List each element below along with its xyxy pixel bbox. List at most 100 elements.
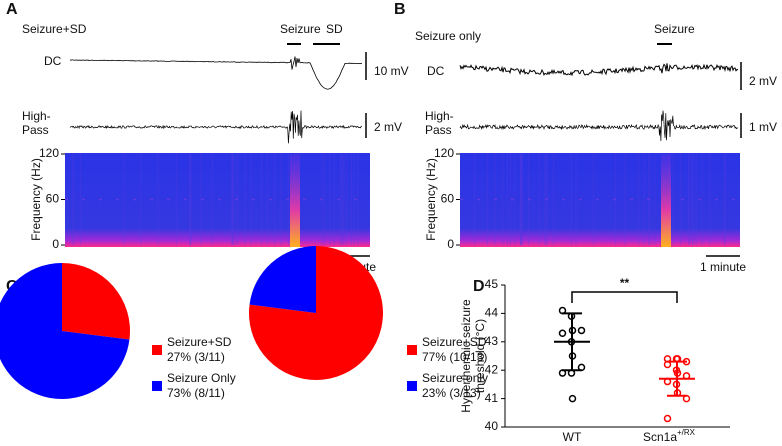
spectrogram-streak — [571, 154, 572, 245]
legend-label: Seizure only — [422, 371, 488, 385]
spectrogram-streak — [520, 154, 522, 245]
spectrogram-streak — [231, 154, 233, 245]
spectrogram-streak — [474, 154, 475, 245]
legend-label: Seizure+SD — [422, 335, 487, 349]
legend-label: Seizure+SD — [167, 335, 232, 349]
spectrogram-streak — [487, 154, 488, 245]
spectrogram-streak — [514, 154, 516, 245]
spectrogram-streak — [538, 154, 540, 245]
spectrogram-streak — [232, 154, 234, 245]
spectrogram-streak — [140, 154, 142, 245]
spectrogram-streak — [329, 154, 331, 245]
y-tick-label: 60 — [441, 192, 455, 206]
hp-trace — [69, 110, 362, 144]
spectrogram-streak — [123, 154, 125, 245]
value-label: 27% (3/11) — [167, 350, 225, 364]
spectrogram-streak — [266, 154, 268, 245]
legend-swatch — [407, 381, 417, 391]
hp-label: High- — [22, 109, 51, 123]
hp-label: Pass — [22, 123, 49, 137]
value-label: 77% (10/13) — [422, 350, 487, 364]
dc-scale: 10 mV — [374, 64, 409, 78]
legend-swatch — [152, 381, 162, 391]
pie-slice — [0, 263, 130, 399]
hp-trace — [459, 110, 738, 142]
y-tick-label: 0 — [52, 237, 59, 251]
significance-bracket — [571, 291, 678, 303]
spectrogram-streak — [724, 154, 725, 245]
spectrogram-streak — [343, 154, 345, 245]
x-tick-sup: +/RX — [677, 428, 696, 437]
hp-scale: 1 mV — [749, 120, 777, 134]
x-tick-label: WT — [563, 430, 582, 444]
value-label: 73% (8/11) — [167, 386, 225, 400]
spectrogram-streak — [692, 154, 694, 245]
data-point — [568, 394, 577, 403]
spectrogram-streak — [231, 154, 233, 245]
spectrogram-streak — [351, 154, 352, 245]
y-tick-label: 45 — [485, 277, 499, 291]
y-tick-label: 120 — [39, 146, 59, 160]
dc-trace — [459, 63, 739, 77]
trace-title: Seizure only — [415, 29, 481, 43]
y-tick-label: 44 — [485, 306, 499, 320]
significance: ** — [620, 276, 630, 290]
y-tick-label: 0 — [447, 237, 454, 251]
spectrogram-event — [290, 154, 300, 247]
spectrogram-streak — [157, 154, 159, 245]
y-tick-label: 60 — [46, 192, 60, 206]
panel-letter: A — [6, 1, 18, 18]
y-tick-label: 120 — [434, 146, 454, 160]
spectrogram-streak — [71, 154, 73, 245]
spectrogram-streak — [701, 154, 703, 245]
hp-label: Pass — [425, 123, 452, 137]
data-point — [577, 326, 586, 335]
dc-trace — [69, 56, 363, 90]
dc-label: DC — [427, 64, 445, 78]
spectrogram-streak — [353, 154, 355, 245]
spectrogram-streak — [520, 154, 522, 245]
spectrogram-streak — [175, 154, 177, 245]
spectrogram-streak — [593, 154, 595, 245]
spectrogram-streak — [274, 154, 276, 245]
spectrogram — [460, 153, 740, 247]
spectrogram-streak — [553, 154, 555, 245]
spectrogram-streak — [232, 154, 234, 245]
panel-letter: B — [394, 1, 406, 18]
y-tick-label: 43 — [485, 334, 499, 348]
spectrogram-streak — [346, 154, 348, 245]
spectrogram-streak — [680, 154, 682, 245]
hp-scale: 2 mV — [374, 120, 402, 134]
spectrogram-streak — [333, 154, 335, 245]
spectrogram-streak — [250, 154, 252, 245]
value-label: 23% (3/13) — [422, 386, 481, 400]
spectrogram-streak — [73, 154, 75, 245]
trace-title: Seizure+SD — [22, 22, 87, 36]
spectrogram-streak — [189, 154, 191, 245]
legend-swatch — [407, 345, 417, 355]
data-point — [558, 329, 567, 338]
time-scale: 1 minute — [700, 260, 746, 274]
spectrogram-streak — [688, 154, 689, 245]
spectrogram-streak — [506, 154, 508, 245]
spectrogram-streak — [695, 154, 697, 245]
spectrogram-streak — [519, 154, 521, 245]
pie-slice — [249, 246, 316, 313]
spectrogram-streak — [280, 154, 282, 245]
spectrogram-streak — [190, 154, 192, 245]
y-tick-label: 41 — [485, 391, 499, 405]
panel-letter: D — [473, 278, 485, 295]
data-point — [663, 414, 672, 423]
y-axis-label: threshold (°C) — [473, 319, 487, 393]
y-tick-label: 40 — [485, 419, 499, 433]
spectrogram-streak — [654, 154, 656, 245]
spectrogram-streak — [190, 154, 191, 245]
spectrogram-streak — [521, 154, 523, 245]
y-axis-label: Hyperthermic seizure — [459, 299, 473, 413]
spectrogram-streak — [357, 154, 359, 245]
spectrogram-streak — [502, 154, 504, 245]
event-label: Seizure — [654, 22, 695, 36]
spectrogram-streak — [342, 154, 344, 245]
pie-slice — [62, 263, 130, 340]
spectrogram-streak — [638, 154, 639, 245]
